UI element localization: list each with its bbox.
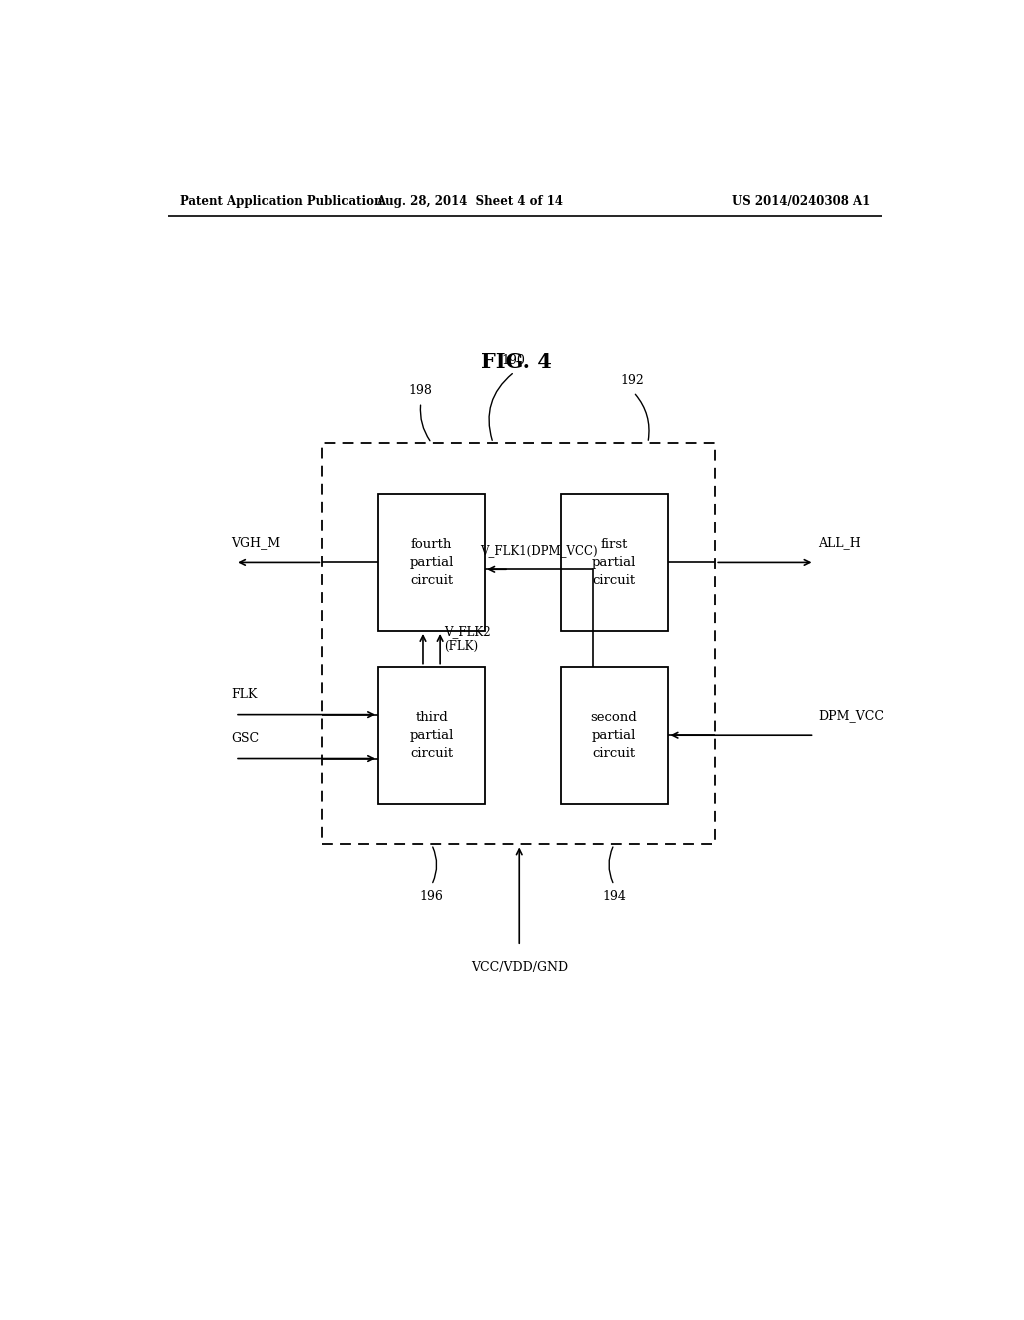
Text: FIG. 4: FIG. 4 — [481, 351, 552, 372]
Text: V_FLK2
(FLK): V_FLK2 (FLK) — [444, 624, 490, 652]
Bar — [378, 494, 485, 631]
Text: V_FLK1(DPM_VCC): V_FLK1(DPM_VCC) — [480, 544, 598, 557]
Text: 192: 192 — [621, 374, 644, 387]
Text: Patent Application Publication: Patent Application Publication — [179, 194, 382, 207]
Text: fourth
partial
circuit: fourth partial circuit — [410, 539, 454, 587]
Text: DPM_VCC: DPM_VCC — [818, 709, 885, 722]
Text: 190: 190 — [501, 354, 525, 367]
Bar — [560, 667, 668, 804]
Text: GSC: GSC — [231, 733, 259, 746]
Text: 196: 196 — [420, 890, 443, 903]
Text: first
partial
circuit: first partial circuit — [592, 539, 636, 587]
Text: third
partial
circuit: third partial circuit — [410, 710, 454, 760]
Text: VGH_M: VGH_M — [231, 536, 281, 549]
Bar — [560, 494, 668, 631]
Text: 194: 194 — [602, 890, 626, 903]
Text: ALL_H: ALL_H — [818, 536, 861, 549]
Text: Aug. 28, 2014  Sheet 4 of 14: Aug. 28, 2014 Sheet 4 of 14 — [376, 194, 563, 207]
Text: FLK: FLK — [231, 689, 258, 701]
Text: VCC/VDD/GND: VCC/VDD/GND — [471, 961, 567, 974]
Text: 198: 198 — [409, 384, 433, 397]
Bar — [323, 444, 715, 845]
Text: US 2014/0240308 A1: US 2014/0240308 A1 — [732, 194, 870, 207]
Bar — [378, 667, 485, 804]
Text: second
partial
circuit: second partial circuit — [591, 710, 638, 760]
